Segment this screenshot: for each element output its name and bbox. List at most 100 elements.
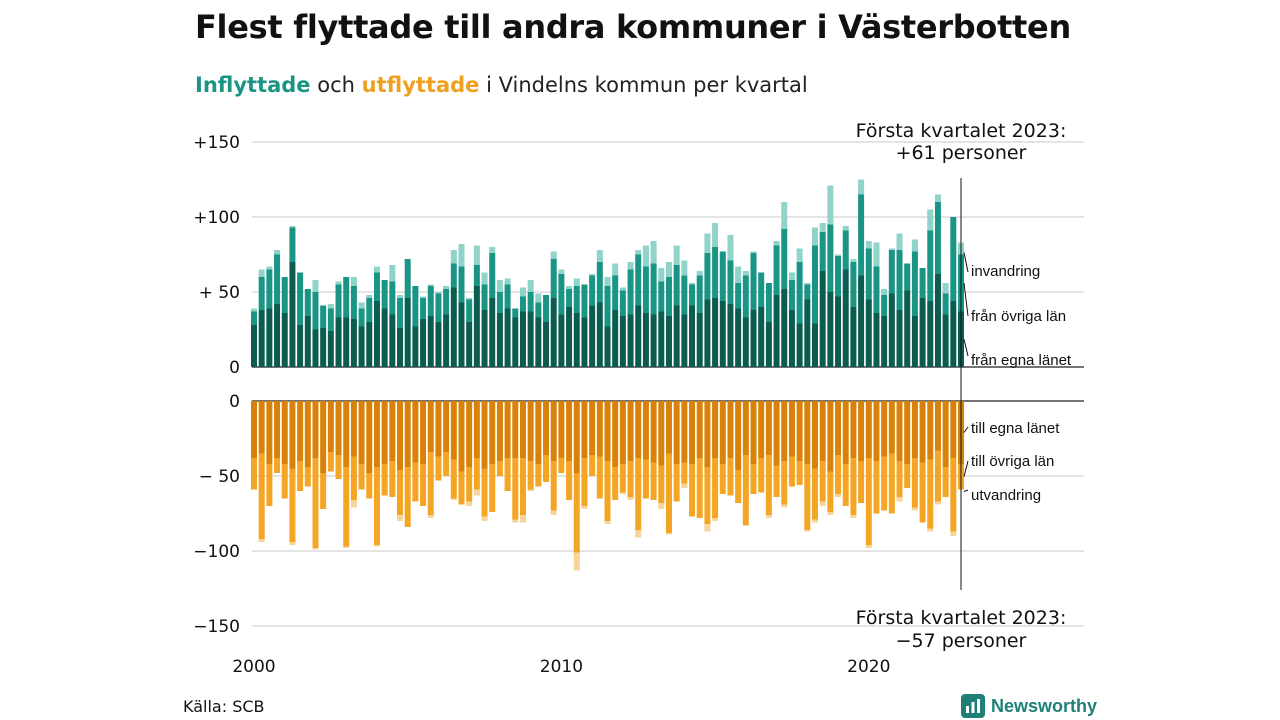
subtitle-and-word: och bbox=[317, 73, 355, 97]
bar-to-other-counties bbox=[535, 464, 542, 487]
bar-from-other-counties bbox=[581, 284, 588, 318]
bar-immigration bbox=[750, 251, 757, 253]
bar-immigration bbox=[896, 233, 903, 250]
bar-emigration bbox=[397, 515, 404, 521]
bar-from-other-counties bbox=[842, 230, 849, 270]
bar-from-other-counties bbox=[466, 299, 473, 322]
bar-to-own-county bbox=[719, 401, 726, 464]
bar-from-other-counties bbox=[320, 305, 327, 328]
bar-to-own-county bbox=[450, 401, 457, 460]
bar-to-other-counties bbox=[312, 458, 319, 548]
bar-to-other-counties bbox=[581, 458, 588, 506]
bar-from-own-county bbox=[566, 307, 573, 367]
bar-immigration bbox=[681, 260, 688, 276]
bar-immigration bbox=[811, 227, 818, 246]
bar-from-own-county bbox=[865, 299, 872, 367]
bar-emigration bbox=[466, 501, 473, 506]
chart-subtitle: Inflyttade och utflyttade i Vindelns kom… bbox=[195, 73, 808, 97]
bar-to-other-counties bbox=[289, 468, 296, 542]
bar-from-own-county bbox=[550, 298, 557, 367]
x-axis-labels: 2000 2010 2020 bbox=[232, 657, 890, 677]
top-y-tick-label: +100 bbox=[193, 208, 240, 228]
top-annotation-line1: Första kvartalet 2023: bbox=[856, 120, 1067, 142]
bar-to-other-counties bbox=[865, 458, 872, 545]
bar-from-own-county bbox=[850, 307, 857, 367]
bar-from-own-county bbox=[381, 308, 388, 367]
bar-to-own-county bbox=[335, 401, 342, 455]
bar-from-other-counties bbox=[389, 281, 396, 315]
bar-to-other-counties bbox=[642, 459, 649, 499]
bar-from-own-county bbox=[420, 319, 427, 367]
bar-to-other-counties bbox=[343, 467, 350, 547]
bar-to-own-county bbox=[443, 401, 450, 452]
bar-from-other-counties bbox=[765, 283, 772, 322]
inflow-bars bbox=[251, 179, 964, 367]
bar-to-own-county bbox=[427, 401, 434, 452]
bar-immigration bbox=[650, 241, 657, 264]
bar-from-own-county bbox=[927, 301, 934, 367]
bar-to-other-counties bbox=[543, 455, 550, 482]
bar-from-other-counties bbox=[811, 245, 818, 324]
series-label-to-other-counties: till övriga län bbox=[971, 453, 1054, 470]
bar-from-own-county bbox=[435, 322, 442, 367]
bottom-annotation-line1: Första kvartalet 2023: bbox=[856, 607, 1067, 629]
bar-to-other-counties bbox=[604, 461, 611, 521]
bar-emigration bbox=[835, 494, 842, 497]
bar-from-own-county bbox=[543, 322, 550, 367]
bar-from-other-counties bbox=[627, 269, 634, 315]
bar-to-own-county bbox=[573, 401, 580, 473]
bar-to-other-counties bbox=[512, 458, 519, 520]
bar-immigration bbox=[888, 248, 895, 250]
bar-to-own-county bbox=[381, 401, 388, 464]
bar-to-other-counties bbox=[274, 458, 281, 473]
bar-immigration bbox=[819, 223, 826, 232]
x-tick-label: 2000 bbox=[232, 657, 275, 677]
bar-to-other-counties bbox=[919, 462, 926, 523]
bar-immigration bbox=[466, 298, 473, 300]
bar-emigration bbox=[450, 498, 457, 500]
bar-to-other-counties bbox=[558, 458, 565, 473]
bar-to-own-county bbox=[796, 401, 803, 461]
subtitle-in-word: Inflyttade bbox=[195, 73, 311, 97]
bar-from-own-county bbox=[950, 301, 957, 367]
bar-immigration bbox=[450, 250, 457, 264]
bar-emigration bbox=[519, 515, 526, 523]
bar-to-own-county bbox=[343, 401, 350, 467]
bar-to-other-counties bbox=[627, 461, 634, 497]
bar-from-other-counties bbox=[527, 292, 534, 312]
bar-immigration bbox=[589, 274, 596, 276]
bar-to-other-counties bbox=[788, 456, 795, 487]
bar-from-other-counties bbox=[427, 286, 434, 316]
bar-emigration bbox=[804, 530, 811, 532]
bar-emigration bbox=[312, 548, 319, 550]
bar-from-own-county bbox=[735, 308, 742, 367]
bar-from-other-counties bbox=[835, 256, 842, 297]
bar-immigration bbox=[489, 247, 496, 253]
bar-to-other-counties bbox=[804, 464, 811, 530]
bar-from-own-county bbox=[727, 304, 734, 367]
bar-to-own-county bbox=[750, 401, 757, 464]
outflow-bars bbox=[251, 401, 964, 571]
bar-to-own-county bbox=[827, 401, 834, 472]
bar-to-own-county bbox=[650, 401, 657, 463]
bar-from-other-counties bbox=[420, 298, 427, 319]
bar-immigration bbox=[358, 302, 365, 309]
bar-from-other-counties bbox=[358, 308, 365, 327]
bar-from-own-county bbox=[704, 299, 711, 367]
bar-from-other-counties bbox=[612, 275, 619, 310]
bar-from-other-counties bbox=[304, 289, 311, 316]
bar-from-other-counties bbox=[535, 302, 542, 318]
bar-to-own-county bbox=[389, 401, 396, 461]
bar-immigration bbox=[619, 287, 626, 291]
bar-immigration bbox=[658, 268, 665, 282]
bar-emigration bbox=[512, 519, 519, 523]
bar-immigration bbox=[689, 283, 696, 285]
bar-to-other-counties bbox=[811, 468, 818, 520]
bar-emigration bbox=[781, 504, 788, 508]
bar-from-own-county bbox=[350, 319, 357, 367]
bar-immigration bbox=[496, 280, 503, 292]
bar-to-other-counties bbox=[397, 470, 404, 515]
bar-to-other-counties bbox=[934, 450, 941, 502]
bar-to-own-county bbox=[950, 401, 957, 458]
page-title: Flest flyttade till andra kommuner i Väs… bbox=[195, 8, 1071, 46]
